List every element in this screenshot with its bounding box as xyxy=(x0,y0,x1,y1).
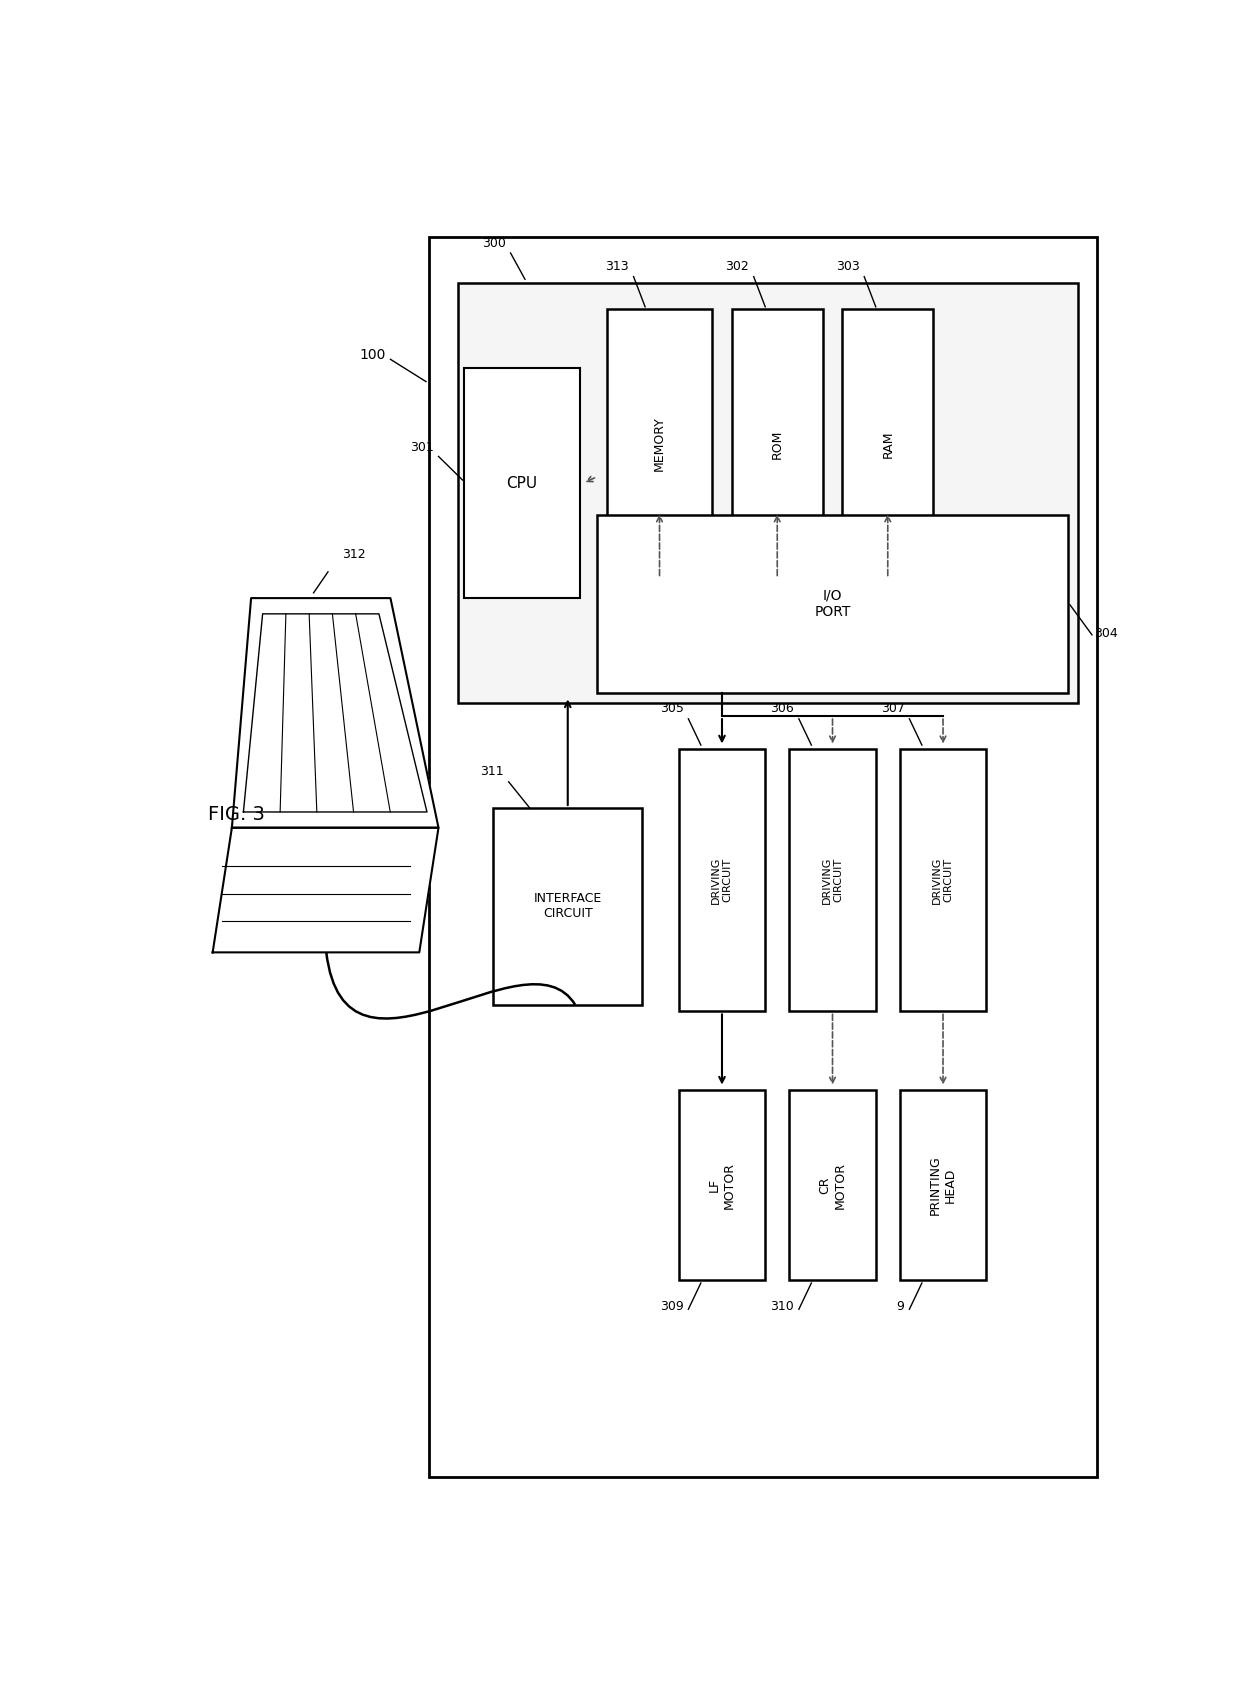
Text: ROM: ROM xyxy=(771,429,784,458)
Text: 313: 313 xyxy=(605,259,629,273)
Text: 311: 311 xyxy=(480,765,503,777)
Text: LF
MOTOR: LF MOTOR xyxy=(708,1162,737,1208)
Text: 309: 309 xyxy=(660,1300,683,1314)
Text: 100: 100 xyxy=(360,348,386,363)
Text: 312: 312 xyxy=(342,549,366,561)
Bar xyxy=(606,310,712,578)
Bar xyxy=(732,310,823,578)
Text: DRIVING
CIRCUIT: DRIVING CIRCUIT xyxy=(712,857,733,903)
Text: 310: 310 xyxy=(770,1300,794,1314)
Text: INTERFACE
CIRCUIT: INTERFACE CIRCUIT xyxy=(533,893,601,920)
Text: CPU: CPU xyxy=(506,475,538,491)
Bar xyxy=(678,1091,765,1280)
Text: 305: 305 xyxy=(660,702,683,716)
Bar xyxy=(842,310,934,578)
Text: DRIVING
CIRCUIT: DRIVING CIRCUIT xyxy=(932,857,954,903)
Bar xyxy=(678,750,765,1012)
Text: 303: 303 xyxy=(836,259,859,273)
Text: 9: 9 xyxy=(897,1300,905,1314)
Bar xyxy=(458,283,1078,704)
Text: 307: 307 xyxy=(880,702,905,716)
Text: 301: 301 xyxy=(410,441,434,453)
Bar xyxy=(465,368,580,598)
Text: 300: 300 xyxy=(482,237,506,250)
Text: MEMORY: MEMORY xyxy=(653,416,666,472)
Text: PRINTING
HEAD: PRINTING HEAD xyxy=(929,1155,957,1215)
Bar xyxy=(429,237,1097,1477)
Bar xyxy=(789,750,875,1012)
Polygon shape xyxy=(232,598,439,828)
Text: 304: 304 xyxy=(1094,627,1117,641)
Polygon shape xyxy=(213,828,439,953)
Bar xyxy=(596,515,1068,692)
Text: CR
MOTOR: CR MOTOR xyxy=(818,1162,847,1208)
Text: I/O
PORT: I/O PORT xyxy=(815,590,851,619)
Bar xyxy=(900,750,986,1012)
Bar xyxy=(494,808,642,1005)
Bar xyxy=(900,1091,986,1280)
Text: 302: 302 xyxy=(725,259,749,273)
Text: 306: 306 xyxy=(770,702,794,716)
Text: FIG. 3: FIG. 3 xyxy=(208,804,264,825)
Text: RAM: RAM xyxy=(882,429,894,458)
Text: DRIVING
CIRCUIT: DRIVING CIRCUIT xyxy=(822,857,843,903)
Bar xyxy=(789,1091,875,1280)
